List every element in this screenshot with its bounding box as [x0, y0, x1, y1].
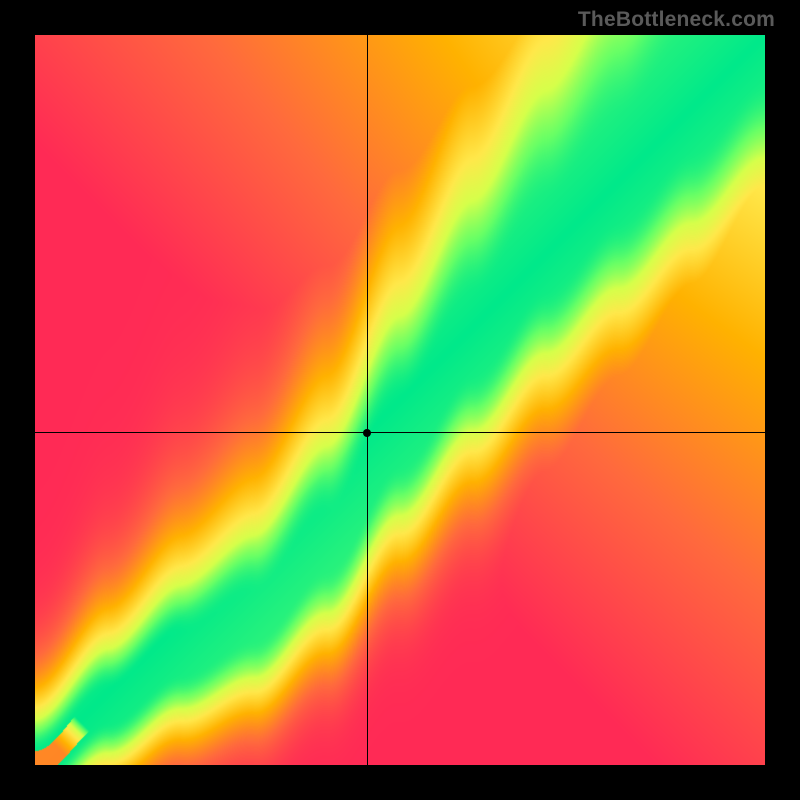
- watermark-text: TheBottleneck.com: [578, 8, 775, 32]
- chart-frame: TheBottleneck.com: [0, 0, 800, 800]
- crosshair-vertical: [367, 35, 368, 765]
- heatmap-plot: [35, 35, 765, 765]
- marker-point: [363, 429, 371, 437]
- heatmap-canvas: [35, 35, 765, 765]
- crosshair-horizontal: [35, 432, 765, 433]
